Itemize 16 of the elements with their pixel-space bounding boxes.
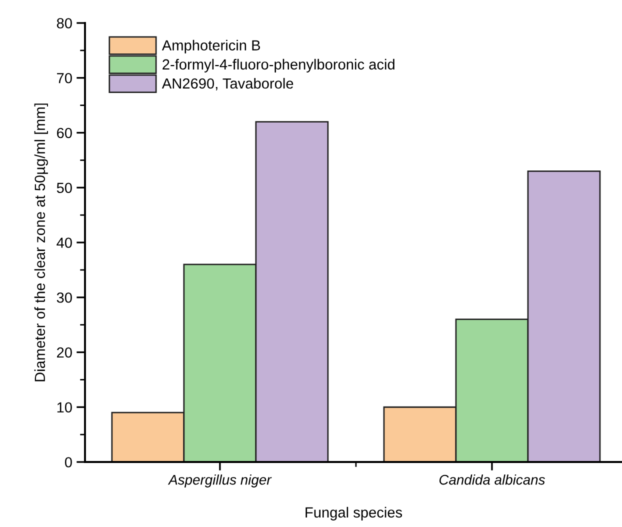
- y-tick-label: 30: [56, 292, 72, 303]
- legend-label: 2-formyl-4-fluoro-phenylboronic acid: [162, 58, 394, 72]
- legend-label: AN2690, Tavaborole: [162, 78, 294, 90]
- y-tick-label: 20: [57, 347, 72, 358]
- y-tick-label: 60: [57, 128, 72, 138]
- y-tick-label: 10: [57, 402, 72, 413]
- y-tick-label: 40: [56, 238, 72, 248]
- y-tick-label: 50: [56, 182, 72, 194]
- legend-label: Amphotericin B: [162, 40, 260, 54]
- y-tick-label: 80: [56, 18, 72, 28]
- x-tick-label: Candida albicans: [439, 474, 545, 485]
- y-tick-label: 70: [57, 72, 72, 84]
- y-axis-title: Diameter of the clear zone at 50µg/ml [mm]: [34, 104, 48, 382]
- x-tick-label: Aspergillus niger: [168, 474, 272, 488]
- x-axis-title: Fungal species: [306, 506, 402, 520]
- y-tick-label: 0: [64, 457, 72, 468]
